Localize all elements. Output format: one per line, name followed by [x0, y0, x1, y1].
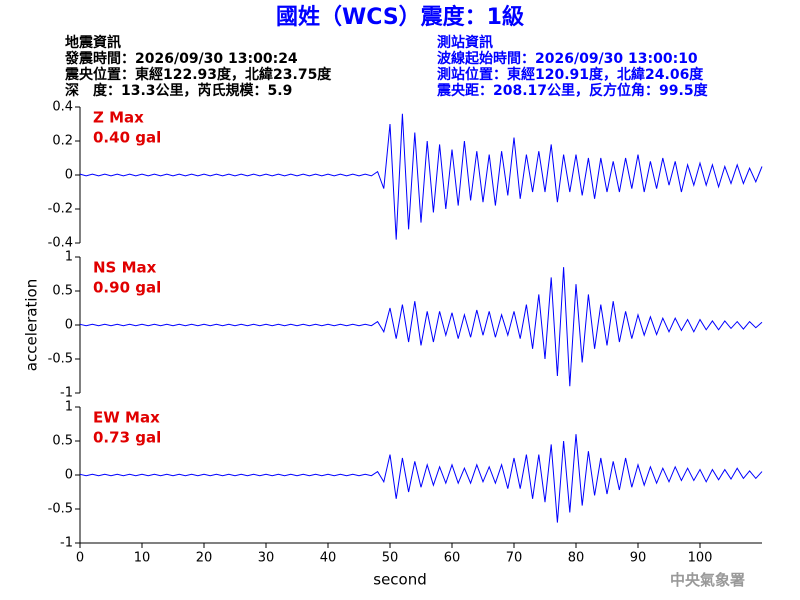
info-line: 地震資訊	[65, 34, 121, 51]
waveform	[79, 113, 763, 240]
x-tick-label: 30	[258, 551, 275, 566]
y-axis-label: acceleration	[23, 279, 41, 371]
y-tick-label: 0	[65, 318, 73, 333]
y-tick-label: -0.5	[48, 502, 73, 517]
y-tick-label: 0	[65, 168, 73, 183]
panel-label: NS Max	[93, 259, 157, 277]
y-tick-label: 0	[65, 468, 73, 483]
x-tick-label: 40	[320, 551, 337, 566]
info-line: 測站資訊	[437, 34, 493, 51]
x-tick-label: 60	[444, 551, 461, 566]
x-tick-label: 80	[568, 551, 585, 566]
info-line: 波線起始時間：2026/09/30 13:00:10	[437, 50, 698, 67]
x-tick-label: 100	[688, 551, 713, 566]
panel-label: EW Max	[93, 409, 160, 427]
x-tick-label: 20	[196, 551, 213, 566]
waveform	[79, 267, 763, 387]
info-line: 深 度：13.3公里，芮氏規模：5.9	[65, 82, 292, 99]
y-tick-label: -1	[60, 386, 73, 401]
info-line: 發震時間：2026/09/30 13:00:24	[64, 50, 298, 67]
info-line: 震央距：208.17公里，反方位角：99.5度	[436, 82, 709, 99]
y-tick-label: 1	[65, 400, 73, 415]
x-tick-label: 10	[134, 551, 151, 566]
x-tick-label: 70	[506, 551, 523, 566]
y-tick-label: -0.4	[48, 236, 73, 251]
x-tick-label: 50	[382, 551, 399, 566]
y-tick-label: 0.4	[52, 100, 73, 115]
y-tick-label: -0.2	[48, 202, 73, 217]
panel-label: Z Max	[93, 109, 144, 127]
chart-title: 國姓（WCS）震度：1級	[276, 4, 524, 30]
waveform	[79, 434, 763, 523]
panel-annotation: 0.40 gal	[93, 129, 161, 147]
y-tick-label: -1	[60, 536, 73, 551]
info-line: 測站位置：東經120.91度，北緯24.06度	[437, 66, 704, 83]
panel-annotation: 0.73 gal	[93, 429, 161, 447]
info-line: 震央位置：東經122.93度，北緯23.75度	[64, 66, 332, 83]
y-tick-label: 0.5	[52, 284, 73, 299]
x-axis-label: second	[373, 571, 427, 589]
x-tick-label: 90	[630, 551, 647, 566]
panel-annotation: 0.90 gal	[93, 279, 161, 297]
y-tick-label: 0.5	[52, 434, 73, 449]
x-tick-label: 0	[76, 551, 84, 566]
y-tick-label: -0.5	[48, 352, 73, 367]
y-tick-label: 1	[65, 250, 73, 265]
y-tick-label: 0.2	[52, 134, 73, 149]
footer: 中央氣象署	[670, 571, 745, 589]
